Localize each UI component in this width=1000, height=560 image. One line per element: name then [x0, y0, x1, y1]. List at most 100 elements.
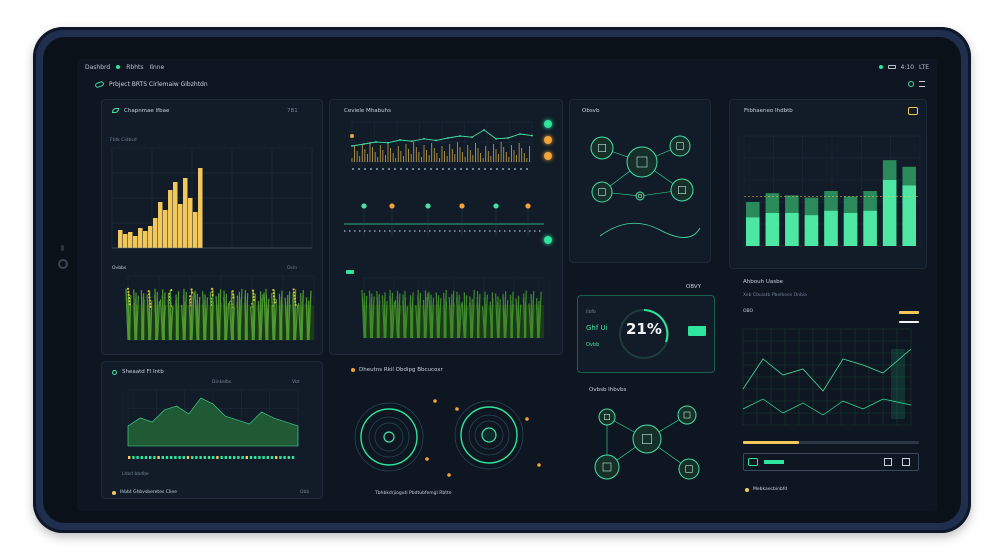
- network-node: [626, 146, 658, 178]
- activity-tick: [275, 456, 278, 459]
- activity-tick: [262, 456, 265, 459]
- activity-tick: [191, 456, 194, 459]
- notification-icon[interactable]: [908, 107, 918, 115]
- node-glyph: [642, 434, 652, 444]
- gauge-sub-label: Ovbb: [586, 342, 600, 348]
- flower: [211, 290, 214, 293]
- section-tag: Ocln: [287, 266, 298, 271]
- tick-mark: [399, 230, 401, 232]
- activity-tick: [270, 456, 274, 459]
- node-glyph: [602, 462, 612, 472]
- tick-mark: [466, 168, 468, 170]
- activity-tick: [136, 456, 139, 459]
- grass-blade: [194, 290, 198, 341]
- tick-mark: [499, 230, 501, 232]
- radar-ring: [460, 406, 518, 464]
- circular-gauge: [619, 309, 706, 359]
- grass-blade: [125, 288, 129, 341]
- control-bar[interactable]: [743, 453, 919, 471]
- panel-code: 7B1: [287, 108, 298, 114]
- tick-mark: [374, 230, 376, 232]
- chart-bar: [183, 178, 188, 248]
- grass-blade: [154, 294, 158, 341]
- tick-mark: [359, 230, 361, 232]
- activity-tick: [254, 456, 257, 459]
- tick-mark: [484, 230, 486, 232]
- device-network-diagram: [594, 405, 700, 480]
- flower: [292, 291, 296, 294]
- grass-blade: [230, 297, 235, 341]
- grass-blade: [495, 293, 499, 339]
- chart-bar: [824, 210, 838, 246]
- area-series: [127, 397, 299, 447]
- chart-bar: [863, 210, 877, 246]
- status-item: Ilnne: [149, 63, 165, 71]
- chart-bar: [178, 204, 183, 248]
- footer-text: Mebkaecbinbfd: [753, 487, 788, 492]
- grass-blade: [391, 301, 396, 339]
- grass-blade: [260, 294, 264, 341]
- tick-mark: [534, 230, 536, 232]
- radar-blip: [433, 399, 437, 403]
- radar-ring: [468, 414, 510, 456]
- toggle-icon[interactable]: [748, 458, 758, 466]
- status-orb-icon[interactable]: [544, 136, 552, 144]
- node-glyph: [685, 465, 693, 473]
- status-orb-icon[interactable]: [544, 236, 552, 244]
- tick-mark: [526, 168, 528, 170]
- panel-device-network: Ovbsb Ihbvbs: [577, 381, 715, 499]
- grass-blade: [148, 303, 151, 341]
- tick-mark: [502, 168, 504, 170]
- chart-footer: Lhbd bbdbe: [122, 472, 149, 477]
- node-glyph: [598, 144, 606, 152]
- chart-bar: [163, 210, 168, 248]
- field-badge-icon: [346, 270, 354, 274]
- chart-bar: [138, 228, 143, 248]
- grass-blade: [301, 296, 304, 341]
- grass-blade: [253, 299, 256, 341]
- timeline-orb: [525, 203, 531, 209]
- activity-tick: [161, 456, 164, 459]
- grass-blade: [450, 305, 453, 339]
- level-indicator: [764, 460, 784, 464]
- tick-mark: [484, 168, 486, 170]
- line-point: [351, 145, 353, 147]
- dashboard-screen: Dashbrd Rbhts Ilnne 4:10 LTE Prbject BRT…: [77, 59, 937, 511]
- status-orb-icon[interactable]: [544, 152, 552, 160]
- menu-icon[interactable]: [919, 81, 925, 87]
- grass-blade: [484, 297, 487, 339]
- tick-mark: [389, 230, 391, 232]
- grass-blade: [417, 295, 420, 339]
- panel-title: Ovbsb Ihbvbs: [589, 387, 627, 393]
- grass-blade: [294, 304, 299, 341]
- chart-bar: [785, 213, 799, 246]
- line-point: [363, 143, 365, 145]
- grass-blade: [202, 291, 206, 341]
- settings-icon[interactable]: [908, 81, 914, 87]
- network-node: [632, 424, 662, 454]
- tick-mark: [489, 230, 491, 232]
- grass-blade: [402, 300, 406, 339]
- grass-blade: [175, 300, 179, 341]
- status-time: 4:10: [900, 63, 915, 71]
- grass-blade: [308, 290, 312, 341]
- node-glyph: [604, 414, 610, 420]
- tick-mark: [394, 230, 396, 232]
- grass-blade: [238, 291, 241, 341]
- activity-tick: [287, 456, 290, 459]
- chart-icon[interactable]: [884, 458, 892, 466]
- highlight-band: [891, 349, 905, 419]
- tick-mark: [419, 230, 421, 232]
- status-orb-icon[interactable]: [544, 120, 552, 128]
- tick-mark: [414, 230, 416, 232]
- grass-blade: [530, 294, 533, 339]
- expand-icon[interactable]: [902, 458, 910, 466]
- chart-bar: [804, 215, 819, 246]
- crop-field-image: [361, 277, 545, 339]
- progress-bar: [899, 311, 919, 314]
- grass-blade: [437, 301, 440, 339]
- tick-mark: [504, 230, 506, 232]
- grass-blade: [469, 302, 473, 339]
- grass-blade: [418, 298, 421, 339]
- tick-mark: [514, 168, 516, 170]
